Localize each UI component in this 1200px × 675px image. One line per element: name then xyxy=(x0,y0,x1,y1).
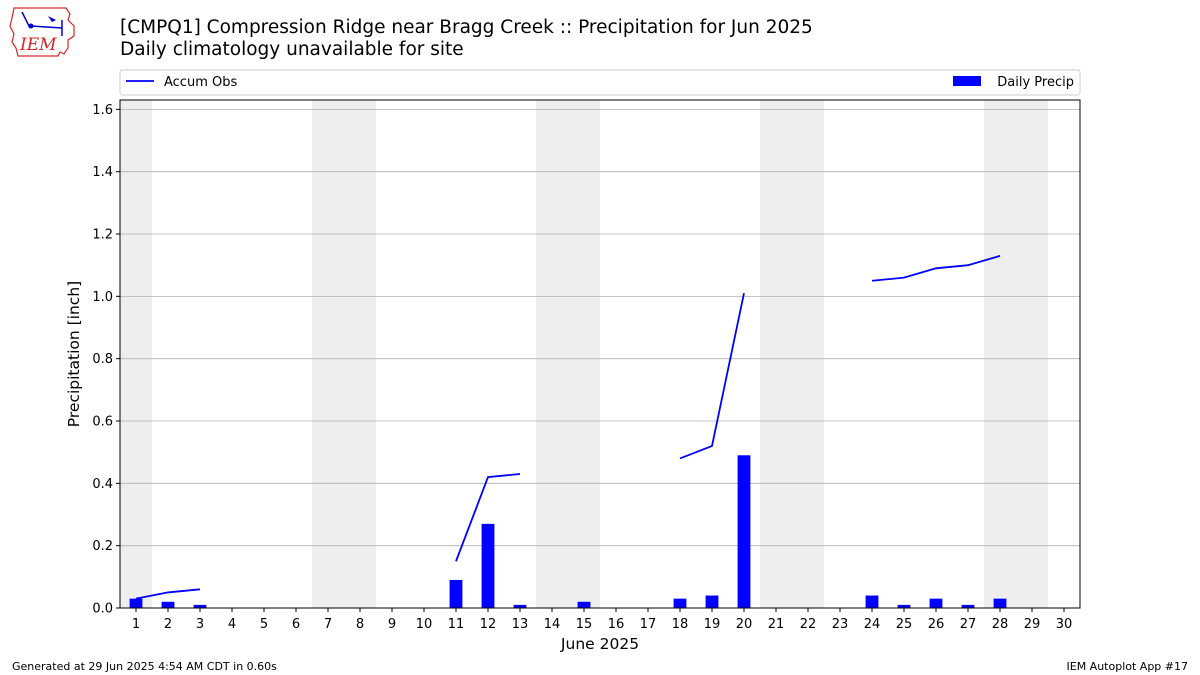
y-tick-label: 0.6 xyxy=(92,415,113,430)
bar-day-11 xyxy=(449,579,463,608)
y-tick-label: 0.4 xyxy=(92,477,113,492)
x-tick-label: 20 xyxy=(736,617,753,632)
x-tick-label: 30 xyxy=(1056,617,1073,632)
bar-day-25 xyxy=(897,604,911,608)
app-footer: IEM Autoplot App #17 xyxy=(1066,660,1189,673)
x-tick-label: 9 xyxy=(388,617,396,632)
iem-logo: IEM xyxy=(8,6,80,58)
x-tick-label: 7 xyxy=(324,617,332,632)
x-tick-label: 4 xyxy=(228,617,236,632)
bar-day-19 xyxy=(705,595,719,608)
plot-frame xyxy=(119,99,1081,609)
y-tick-label: 1.4 xyxy=(92,165,113,180)
x-tick-label: 16 xyxy=(608,617,625,632)
x-tick-label: 6 xyxy=(292,617,300,632)
y-tick-label: 0.8 xyxy=(92,352,113,367)
chart-title-line1: [CMPQ1] Compression Ridge near Bragg Cre… xyxy=(120,17,813,38)
legend-box xyxy=(119,69,1081,96)
x-tick-label: 14 xyxy=(544,617,561,632)
bar-day-15 xyxy=(577,601,591,608)
accum-line-segment-2 xyxy=(679,293,745,460)
y-tick-label: 0.2 xyxy=(92,539,113,554)
x-tick-label: 25 xyxy=(896,617,913,632)
bar-day-26 xyxy=(929,598,943,608)
bar-day-3 xyxy=(193,604,207,608)
x-tick-label: 12 xyxy=(480,617,497,632)
y-tick-label: 0.0 xyxy=(92,602,113,617)
bar-day-28 xyxy=(993,598,1007,608)
bar-day-24 xyxy=(865,595,879,608)
accum-line-segment-0 xyxy=(135,588,201,600)
chart-subtitle: Daily climatology unavailable for site xyxy=(120,39,464,60)
weekend-band-4 xyxy=(984,100,1048,608)
x-tick-label: 8 xyxy=(356,617,364,632)
y-tick-label: 1.6 xyxy=(92,103,113,118)
bar-day-27 xyxy=(961,604,975,608)
accum-line-segment-3 xyxy=(871,254,1001,282)
x-axis-label: June 2025 xyxy=(560,635,639,653)
bar-day-18 xyxy=(673,598,687,608)
bar-day-12 xyxy=(481,523,495,608)
y-tick-label: 1.2 xyxy=(92,228,113,243)
legend-label-daily-precip: Daily Precip xyxy=(997,75,1074,90)
x-tick-label: 23 xyxy=(832,617,849,632)
x-tick-label: 26 xyxy=(928,617,945,632)
generated-footer: Generated at 29 Jun 2025 4:54 AM CDT in … xyxy=(12,660,277,673)
legend-bar-swatch xyxy=(953,76,981,86)
x-tick-label: 11 xyxy=(448,617,465,632)
accum-line-segment-1 xyxy=(455,473,521,562)
bar-day-20 xyxy=(737,455,751,608)
x-tick-label: 3 xyxy=(196,617,204,632)
bar-day-13 xyxy=(513,604,527,608)
x-tick-label: 24 xyxy=(864,617,881,632)
x-tick-label: 28 xyxy=(992,617,1009,632)
weekend-band-0 xyxy=(120,100,152,608)
x-tick-label: 29 xyxy=(1024,617,1041,632)
x-tick-label: 1 xyxy=(132,617,140,632)
bar-day-1 xyxy=(129,598,143,608)
x-tick-label: 15 xyxy=(576,617,593,632)
y-tick-label: 1.0 xyxy=(92,290,113,305)
legend-label-accum-obs: Accum Obs xyxy=(164,75,237,90)
x-tick-label: 21 xyxy=(768,617,785,632)
x-tick-label: 13 xyxy=(512,617,529,632)
weekend-band-3 xyxy=(760,100,824,608)
chart-title: [CMPQ1] Compression Ridge near Bragg Cre… xyxy=(120,17,813,61)
x-tick-label: 17 xyxy=(640,617,657,632)
weekend-band-1 xyxy=(312,100,376,608)
y-axis-label: Precipitation [inch] xyxy=(65,281,83,427)
x-tick-label: 5 xyxy=(260,617,268,632)
x-tick-label: 18 xyxy=(672,617,689,632)
x-tick-label: 19 xyxy=(704,617,721,632)
x-tick-label: 22 xyxy=(800,617,817,632)
x-tick-label: 2 xyxy=(164,617,172,632)
iem-logo-text: IEM xyxy=(19,35,57,55)
x-tick-label: 10 xyxy=(416,617,433,632)
weekend-band-2 xyxy=(536,100,600,608)
bar-day-2 xyxy=(161,601,175,608)
x-tick-label: 27 xyxy=(960,617,977,632)
